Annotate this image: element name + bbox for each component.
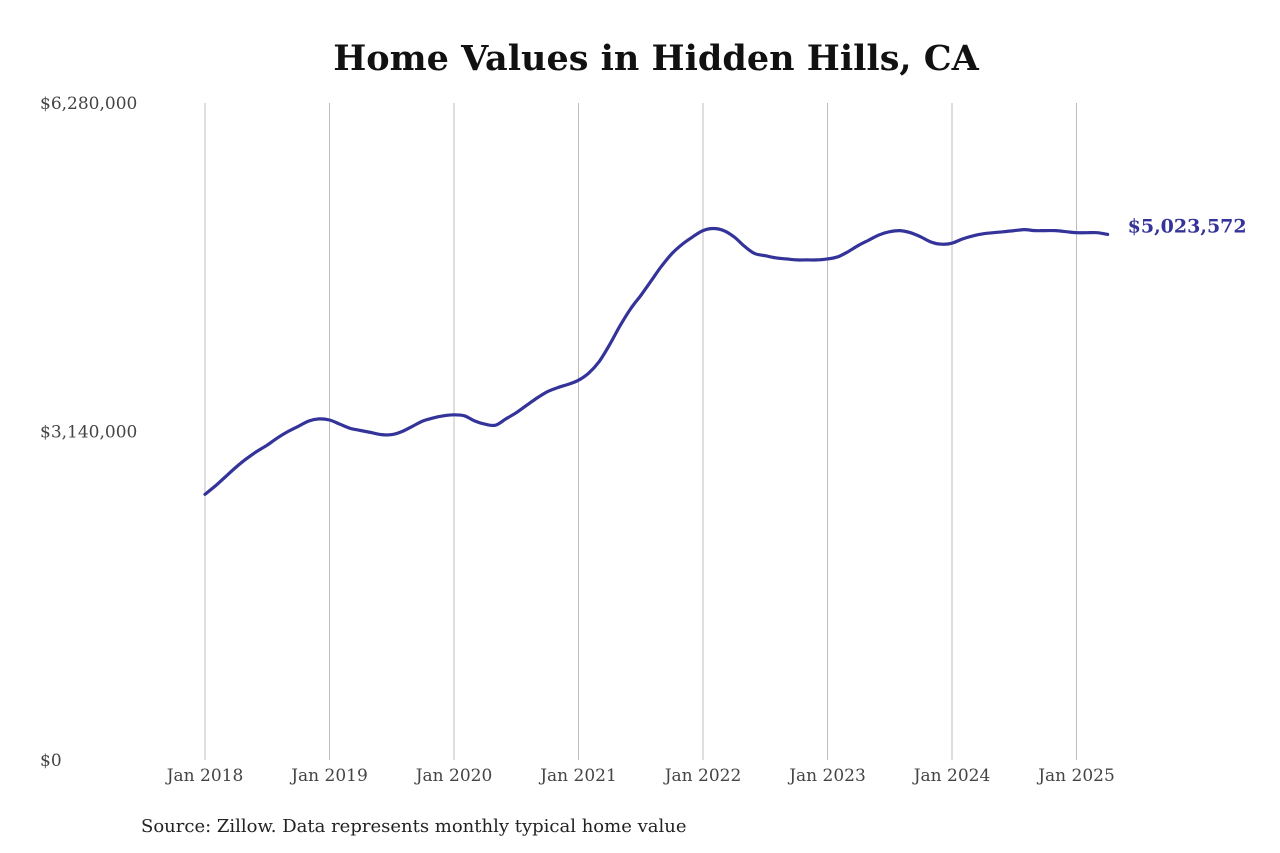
gridlines [204,103,1077,760]
x-tick-label: Jan 2020 [414,766,493,786]
x-tick-label: Jan 2023 [787,766,866,786]
y-tick-label: $0 [40,751,62,771]
series-layer: $5,023,572 [203,215,1247,496]
x-tick-label: Jan 2019 [289,766,368,786]
x-tick-label: Jan 2018 [165,766,244,786]
x-tick-label: Jan 2021 [538,766,617,786]
x-axis-labels: Jan 2018 Jan 2019 Jan 2020 Jan 2021 Jan 2022… [165,766,1115,786]
x-tick-label: Jan 2025 [1036,766,1115,786]
x-tick-label: Jan 2024 [912,766,991,786]
y-axis-labels: $0 $3,140,000 $6,280,000 [40,94,137,771]
chart-title: Home Values in Hidden Hills, CA [333,38,979,79]
source-note: Source: Zillow. Data represents monthly … [141,816,687,837]
end-value-label: $5,023,572 [1128,215,1247,237]
x-tick-label: Jan 2022 [663,766,742,786]
y-tick-label: $3,140,000 [40,423,137,443]
series-line [203,226,1110,496]
y-tick-label: $6,280,000 [40,94,137,114]
